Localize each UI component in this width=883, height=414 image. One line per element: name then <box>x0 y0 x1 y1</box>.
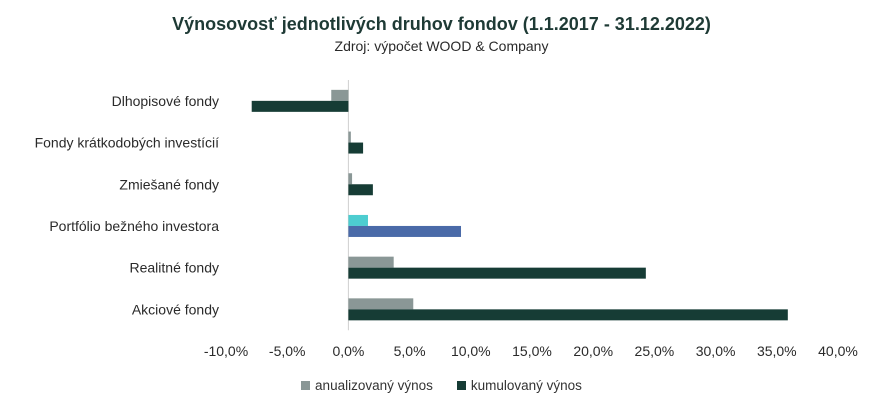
x-tick-label: 30,0% <box>696 343 736 359</box>
bar-annualized <box>348 173 353 185</box>
x-tick-label: 10,0% <box>451 343 491 359</box>
chart-title: Výnosovosť jednotlivých druhov fondov (1… <box>172 14 711 34</box>
legend-item-annualized: anualizovaný výnos <box>301 378 433 393</box>
legend-item-cumulative: kumulovaný výnos <box>456 378 582 393</box>
bar-cumulative <box>348 225 462 237</box>
legend-swatch-cumulative <box>456 381 466 390</box>
category-label: Dlhopisové fondy <box>112 93 219 109</box>
bar-annualized <box>348 131 351 143</box>
x-tick-label: 15,0% <box>512 343 552 359</box>
category-label: Realitné fondy <box>129 260 219 276</box>
bar-cumulative <box>251 100 349 112</box>
category-label: Portfólio bežného investora <box>49 218 219 234</box>
x-tick-label: -5,0% <box>269 343 306 359</box>
bar-cumulative <box>348 184 373 196</box>
x-tick-label: 35,0% <box>757 343 797 359</box>
bar-annualized <box>348 298 414 310</box>
category-label: Fondy krátkodobých investícií <box>35 135 220 151</box>
x-tick-label: -10,0% <box>204 343 248 359</box>
bar-annualized <box>331 89 349 101</box>
bar-cumulative <box>348 267 646 279</box>
bar-cumulative <box>348 142 364 154</box>
bar-annualized <box>348 256 394 268</box>
x-tick-label: 5,0% <box>394 343 426 359</box>
bar-annualized <box>348 214 368 226</box>
x-tick-label: 25,0% <box>635 343 675 359</box>
legend-label-cumulative: kumulovaný výnos <box>470 378 582 393</box>
legend-swatch-annualized <box>301 381 311 390</box>
legend: anualizovaný výnos kumulovaný výnos <box>0 378 883 393</box>
bar-cumulative <box>348 309 788 321</box>
legend-label-annualized: anualizovaný výnos <box>315 378 433 393</box>
x-tick-label: 40,0% <box>818 343 858 359</box>
category-label: Akciové fondy <box>132 301 219 317</box>
x-tick-label: 0,0% <box>332 343 364 359</box>
category-label: Zmiešané fondy <box>119 176 219 192</box>
x-tick-label: 20,0% <box>573 343 613 359</box>
chart-subtitle: Zdroj: výpočet WOOD & Company <box>334 38 549 54</box>
